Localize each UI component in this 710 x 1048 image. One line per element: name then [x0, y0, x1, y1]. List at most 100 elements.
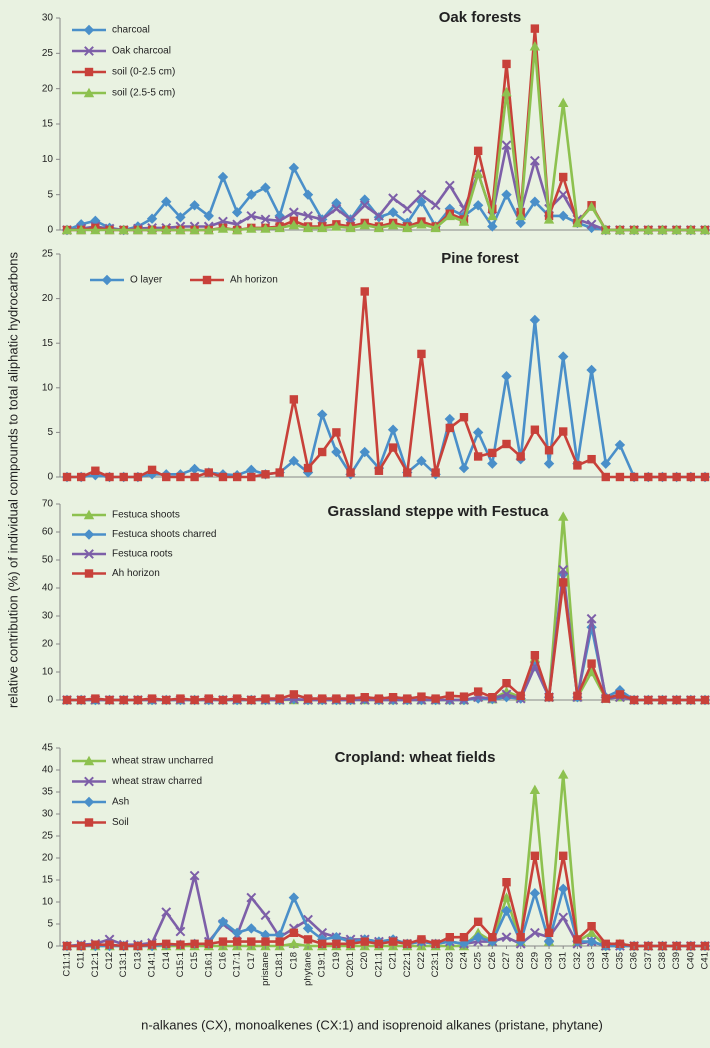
data-point [162, 472, 171, 482]
data-point [559, 172, 568, 182]
x-tick-label: C23:1 [430, 952, 441, 977]
data-point [218, 695, 228, 705]
data-point [318, 694, 327, 703]
data-point [671, 224, 682, 235]
data-point [203, 224, 214, 235]
y-tick-label: 0 [47, 225, 53, 236]
legend-marker [84, 569, 94, 578]
x-tick-label: C21 [388, 952, 399, 969]
data-point [176, 940, 185, 949]
data-point [558, 564, 569, 575]
data-point [246, 892, 257, 903]
data-point [586, 222, 597, 234]
x-tick-label: C30 [544, 952, 555, 969]
data-point [204, 694, 213, 703]
data-point [346, 939, 355, 948]
data-point [416, 455, 427, 467]
data-point [629, 472, 639, 482]
x-tick-label: C15:1 [175, 952, 186, 977]
data-point [373, 222, 385, 233]
data-point [303, 463, 313, 473]
data-point [444, 210, 455, 221]
data-point [162, 939, 171, 948]
data-point [289, 928, 299, 937]
x-tick-label: C41 [700, 952, 710, 969]
data-point [289, 690, 299, 699]
x-tick-label: C12:1 [90, 952, 101, 977]
data-point [543, 936, 555, 947]
data-point [558, 912, 569, 923]
data-point [303, 935, 313, 944]
y-tick-label: 5 [47, 189, 53, 200]
data-point [359, 446, 370, 458]
chart-title: Grassland steppe with Festuca [328, 503, 550, 520]
y-tick-label: 40 [42, 583, 54, 594]
data-point [360, 693, 369, 702]
x-tick-label: phytane [303, 952, 314, 986]
legend-marker [84, 776, 94, 787]
data-point [559, 427, 568, 436]
data-point [331, 197, 342, 209]
y-tick-label: 30 [42, 809, 54, 820]
data-point [175, 224, 186, 235]
data-point [672, 472, 681, 482]
data-point [246, 923, 257, 934]
data-point [218, 472, 228, 482]
data-point [431, 939, 440, 948]
legend-label: wheat straw charred [111, 776, 202, 787]
legend-label: Ah horizon [230, 275, 278, 286]
legend-label: Ah horizon [112, 568, 160, 579]
data-point [189, 870, 200, 881]
data-point [444, 180, 455, 191]
data-point [587, 922, 596, 931]
data-point [431, 694, 440, 703]
data-point [387, 207, 399, 218]
x-tick-label: C14 [161, 952, 172, 969]
data-point [246, 210, 257, 221]
data-point [388, 937, 398, 946]
data-point [217, 171, 229, 183]
y-tick-label: 25 [42, 831, 54, 842]
data-point [176, 694, 185, 703]
data-point [260, 182, 271, 193]
data-point [558, 97, 569, 107]
data-point [658, 472, 667, 482]
x-tick-label: C20 [359, 952, 370, 969]
data-point [529, 888, 541, 899]
data-point [288, 219, 300, 230]
data-point [586, 364, 597, 376]
data-point [501, 892, 512, 902]
y-tick-label: 5 [47, 427, 53, 438]
data-point [458, 462, 470, 474]
legend-marker [202, 275, 212, 285]
data-point [317, 222, 328, 233]
data-point [417, 935, 426, 944]
data-point [190, 939, 199, 948]
data-point [530, 425, 540, 434]
data-point [417, 692, 426, 701]
x-tick-label: C39 [671, 952, 682, 969]
data-point [515, 210, 526, 221]
data-point [261, 470, 270, 479]
data-point [246, 223, 257, 233]
data-point [502, 679, 511, 688]
data-point [175, 926, 186, 937]
data-point [430, 222, 441, 233]
legend-marker [83, 87, 95, 98]
data-point [417, 349, 426, 359]
data-point [558, 210, 569, 222]
x-tick-label: C24 [458, 952, 469, 969]
data-point [231, 927, 243, 938]
data-point [573, 691, 582, 700]
data-point [132, 224, 144, 235]
data-point [459, 692, 469, 701]
data-point [516, 452, 525, 461]
data-point [586, 219, 597, 230]
data-point [543, 214, 555, 224]
data-point [586, 927, 597, 937]
data-point [332, 694, 341, 703]
data-point [217, 916, 229, 927]
y-tick-label: 30 [42, 611, 54, 622]
data-point [615, 472, 625, 482]
series-line [66, 166, 705, 232]
